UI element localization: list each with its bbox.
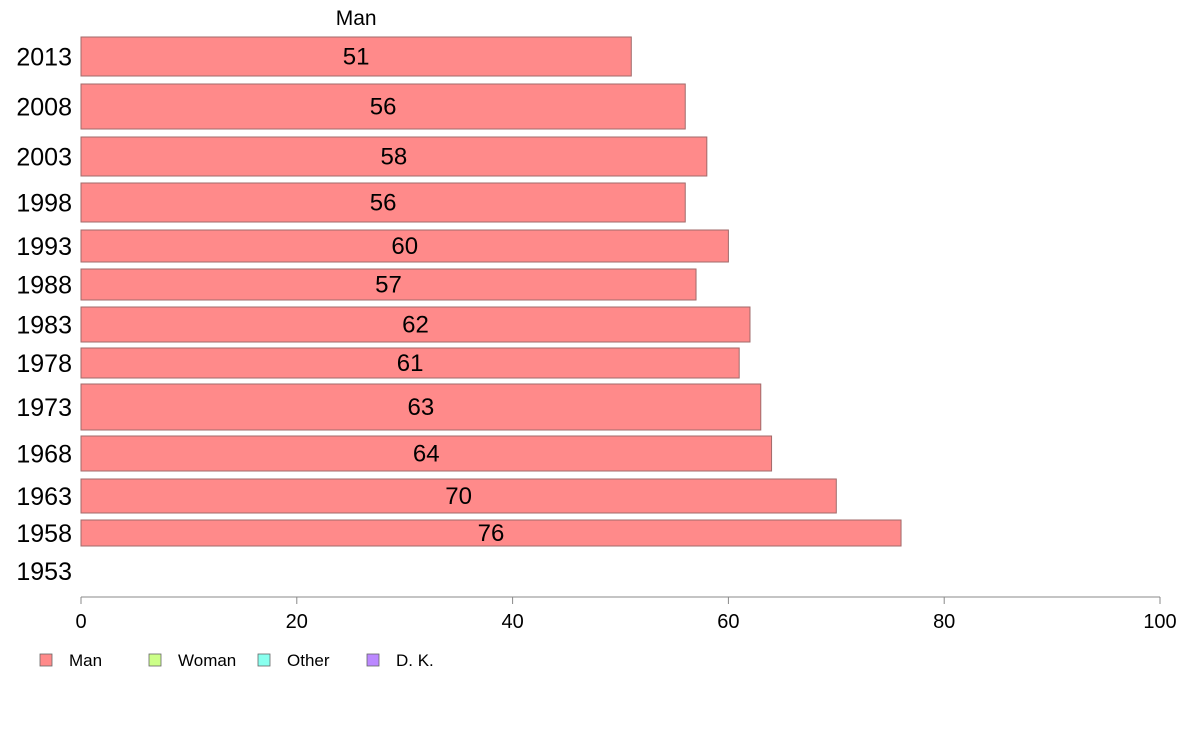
x-axis: 0 20 40 60 80 100 bbox=[75, 596, 1177, 633]
bar-man-1973 bbox=[80, 383, 762, 431]
bar-man-1983 bbox=[80, 306, 751, 343]
data-label-2008: 56 bbox=[370, 94, 397, 121]
category-label-1953: 1953 bbox=[16, 558, 72, 586]
category-label-2013: 2013 bbox=[16, 44, 72, 72]
data-label-1993: 60 bbox=[391, 233, 418, 260]
x-tick-label-40: 40 bbox=[501, 611, 523, 633]
bar-man-1978 bbox=[80, 347, 740, 379]
legend-swatch-d-k bbox=[366, 653, 380, 667]
bar-man-1958 bbox=[80, 519, 902, 547]
data-label-1968: 64 bbox=[413, 441, 440, 468]
data-label-1983: 62 bbox=[402, 312, 429, 339]
data-label-1958: 76 bbox=[478, 520, 505, 547]
category-labels: 2013 2008 2003 1998 1993 1988 1983 1978 1973 1968… bbox=[16, 44, 72, 587]
category-label-1963: 1963 bbox=[16, 483, 72, 511]
data-label-1998: 56 bbox=[370, 190, 397, 217]
legend-swatch-other bbox=[257, 653, 271, 667]
legend-label-other: Other bbox=[287, 651, 330, 670]
data-label-2003: 58 bbox=[381, 144, 408, 171]
category-label-1998: 1998 bbox=[16, 190, 72, 218]
x-tick-label-0: 0 bbox=[75, 611, 86, 633]
series-title: Man bbox=[336, 7, 377, 30]
category-label-1958: 1958 bbox=[16, 520, 72, 548]
category-label-1978: 1978 bbox=[16, 350, 72, 378]
bar-man-2013 bbox=[80, 36, 632, 77]
category-label-1968: 1968 bbox=[16, 441, 72, 469]
data-label-2013: 51 bbox=[343, 44, 370, 71]
category-label-1988: 1988 bbox=[16, 272, 72, 300]
legend-label-d-k: D. K. bbox=[396, 651, 434, 670]
legend-label-man: Man bbox=[69, 651, 102, 670]
legend-swatch-woman bbox=[148, 653, 162, 667]
data-label-1978: 61 bbox=[397, 350, 424, 377]
category-label-1983: 1983 bbox=[16, 312, 72, 340]
bar-man-1963 bbox=[80, 478, 837, 514]
bar-man-1988 bbox=[80, 268, 697, 301]
bar-man-1993 bbox=[80, 229, 729, 263]
legend: Man Woman Other D. K. bbox=[39, 651, 434, 670]
x-tick-label-60: 60 bbox=[717, 611, 739, 633]
x-tick-label-80: 80 bbox=[933, 611, 955, 633]
bar-man-2003 bbox=[80, 136, 708, 177]
category-label-1973: 1973 bbox=[16, 394, 72, 422]
legend-swatch-man bbox=[39, 653, 53, 667]
data-label-1963: 70 bbox=[445, 483, 472, 510]
category-label-2008: 2008 bbox=[16, 94, 72, 122]
bar-man-1968 bbox=[80, 435, 773, 472]
bar-man-1998 bbox=[80, 182, 686, 223]
x-tick-label-100: 100 bbox=[1143, 611, 1176, 633]
legend-label-woman: Woman bbox=[178, 651, 236, 670]
data-label-1973: 63 bbox=[408, 394, 435, 421]
data-label-1988: 57 bbox=[375, 272, 402, 299]
category-label-2003: 2003 bbox=[16, 144, 72, 172]
x-tick-label-20: 20 bbox=[286, 611, 308, 633]
bar-man-2008 bbox=[80, 83, 686, 130]
category-label-1993: 1993 bbox=[16, 233, 72, 261]
